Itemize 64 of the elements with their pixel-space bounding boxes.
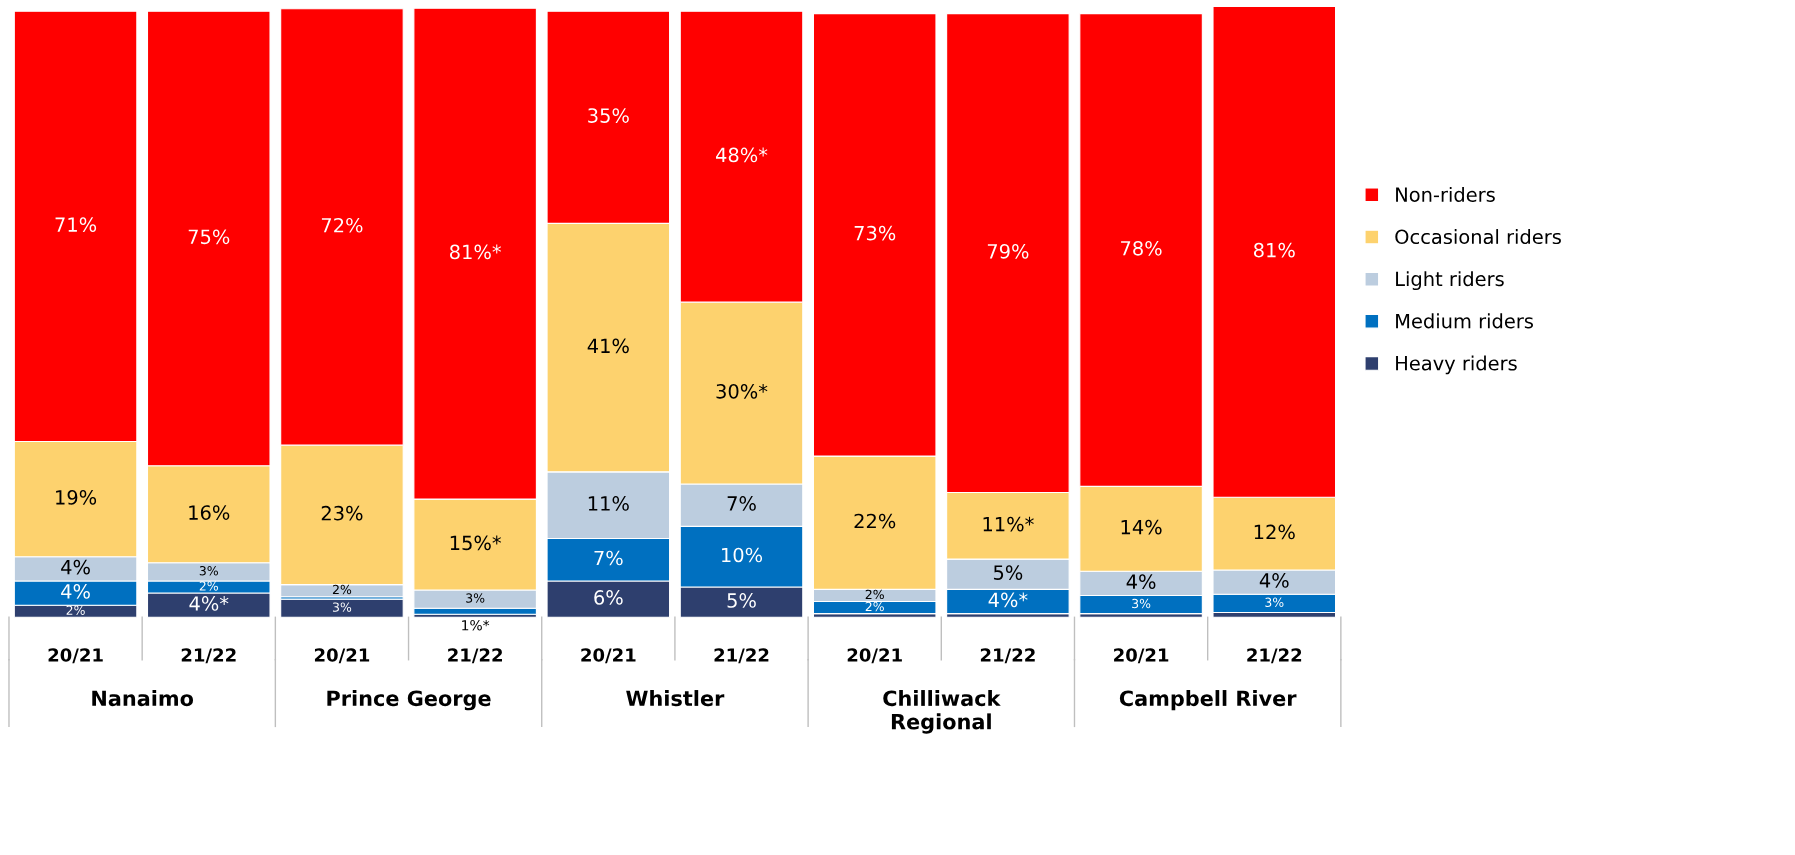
data-label: 30%* [716,383,768,399]
text: Campbell River [1119,690,1297,711]
data-label: 7% [727,496,756,511]
x-tick-label: 21/22 [980,648,1035,664]
data-label: 41% [587,338,629,354]
data-label: 48%* [716,147,768,163]
data-label: 7% [594,550,623,566]
x-tick-label: 20/21 [1114,648,1169,664]
data-label: 35% [588,108,629,123]
data-label: 4% [1259,573,1289,588]
data-label: 12% [1254,524,1295,540]
data-label: 81%* [449,244,502,260]
text: Prince George [327,690,491,711]
legend-label: Light riders [1396,271,1504,291]
data-label: 79% [987,243,1029,259]
data-label: 2% [199,581,218,591]
data-label: 4%* [189,596,229,611]
data-label: 4%* [988,592,1028,608]
x-tick-label: 21/22 [181,648,236,664]
data-label: 3% [199,566,218,576]
data-label: 11%* [983,516,1034,532]
x-tick-label: 20/21 [314,648,370,664]
data-label: 1%* [462,619,490,631]
data-label: 81% [1253,242,1295,258]
data-label: 14% [1121,519,1162,535]
data-label: 11% [588,496,629,511]
legend-label: Non-riders [1396,186,1495,202]
data-label: 23% [321,505,363,521]
data-label: 19% [56,490,97,505]
data-label: 2% [865,589,884,600]
data-label: 2% [332,584,352,595]
data-label: 73% [854,225,896,241]
data-label: 10% [722,547,763,563]
data-label: 71% [55,217,97,233]
data-label: 2% [865,601,884,612]
data-label: 3% [1132,598,1151,609]
text: Nanaimo [92,690,194,707]
data-label: 5% [727,593,756,608]
text: Chilliwack Regional [883,690,1001,734]
data-label: 6% [594,590,623,605]
x-tick-label: 20/21 [48,648,103,664]
data-label: 75% [188,229,230,245]
x-tick-label: 21/22 [714,648,769,664]
data-label: 16% [189,505,230,520]
data-label: 4% [61,584,90,599]
legend-label: Medium riders [1396,313,1533,329]
x-tick-label: 21/22 [1247,648,1302,664]
data-label: 4% [61,559,90,575]
legend-label: Heavy riders [1396,355,1517,375]
data-label: 4% [1126,574,1156,590]
text: Whistler [626,690,725,707]
data-label: 3% [332,602,352,612]
data-label: 2% [66,605,85,615]
x-tick-label: 20/21 [581,648,636,664]
data-label: 72% [321,217,363,233]
data-label: 3% [466,593,485,603]
data-label: 5% [993,565,1023,580]
legend-label: Occasional riders [1395,229,1561,245]
x-tick-label: 20/21 [847,648,902,664]
data-label: 15%* [450,535,502,551]
data-label: 78% [1121,240,1162,256]
x-tick-label: 21/22 [448,648,502,664]
data-label: 3% [1265,597,1284,607]
data-label: 22% [854,513,896,529]
